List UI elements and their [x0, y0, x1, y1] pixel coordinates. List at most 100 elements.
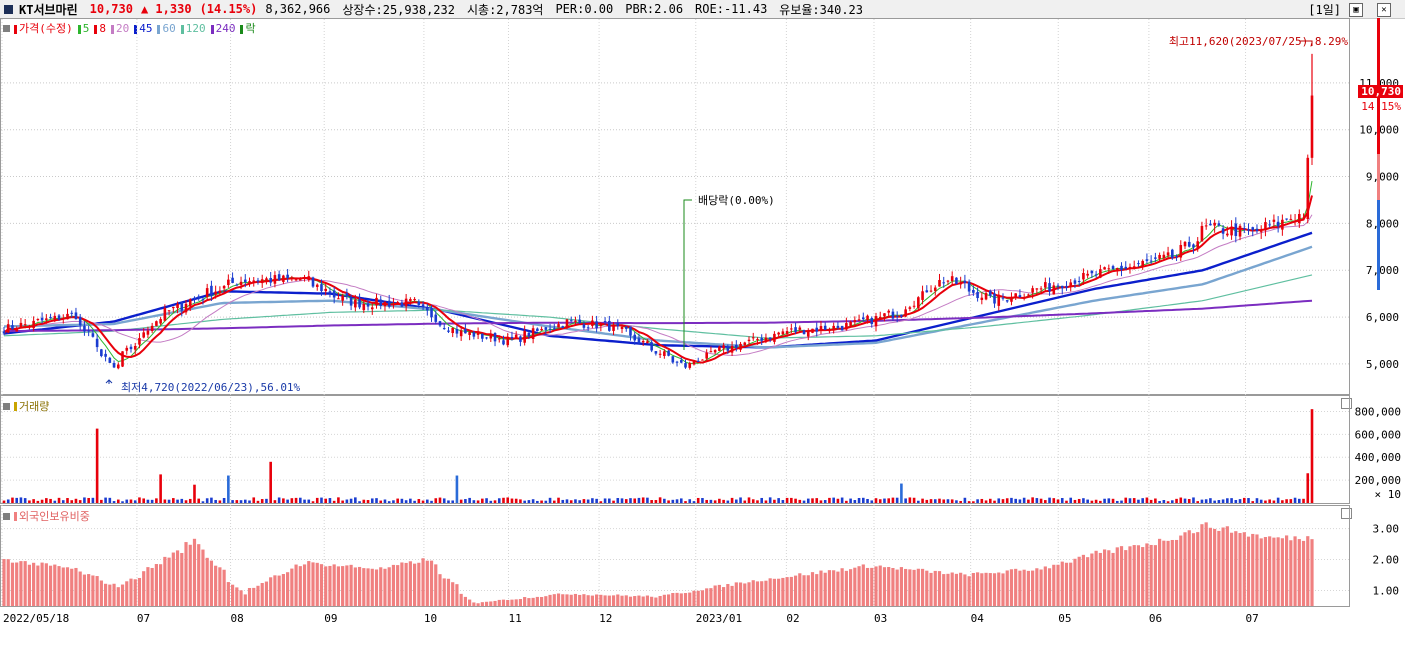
candle-body	[138, 338, 141, 345]
foreign-ratio-bar	[226, 582, 230, 606]
foreign-ratio-bar	[78, 571, 82, 606]
legend-item[interactable]: 8	[94, 22, 106, 35]
candle-body	[19, 322, 23, 328]
candle-body	[83, 325, 86, 332]
foreign-ratio-bar	[218, 567, 222, 606]
foreign-ratio-bar	[99, 580, 103, 606]
volume-bar	[730, 497, 734, 503]
foreign-ratio-bar	[1119, 546, 1124, 606]
volume-bar	[1048, 497, 1051, 503]
x-tick-label: 09	[324, 612, 337, 625]
foreign-ratio-bar	[683, 593, 688, 606]
foreign-ratio-bar	[1204, 522, 1208, 606]
foreign-ratio-bar	[679, 593, 683, 606]
foreign-ratio-bar	[984, 572, 988, 606]
foreign-ratio-bar	[662, 594, 666, 606]
volume-bar	[184, 500, 188, 503]
foreign-ratio-bar	[6, 559, 10, 606]
legend-item[interactable]: 락	[240, 22, 256, 35]
candle-body	[946, 280, 950, 282]
candle-body	[332, 290, 336, 298]
restore-icon[interactable]: ▣	[1349, 2, 1363, 17]
volume-bar	[1060, 498, 1064, 503]
volume-bar	[633, 498, 637, 503]
volume-bar	[1120, 500, 1123, 503]
candle-body	[1281, 219, 1284, 230]
legend-item[interactable]: 120	[180, 22, 206, 35]
candle-body	[929, 290, 933, 292]
candle-body	[341, 295, 344, 301]
candle-body	[802, 330, 806, 335]
foreign-ratio-bar	[1174, 539, 1179, 606]
foreign-ratio-bar	[307, 561, 311, 606]
panel-close-icon[interactable]	[1341, 508, 1352, 519]
volume-bar	[188, 498, 192, 503]
volume-bar	[307, 499, 311, 503]
foreign-ratio-bar	[319, 564, 324, 606]
legend-item[interactable]: 60	[157, 22, 176, 35]
candle-body	[159, 319, 162, 324]
legend-item[interactable]: 20	[110, 22, 129, 35]
panel-handle-icon[interactable]	[3, 24, 10, 32]
panel-handle-icon[interactable]	[3, 512, 10, 520]
pbr-readout: PBR:2.06	[625, 2, 684, 16]
panel-handle-icon[interactable]	[3, 402, 10, 410]
foreign-ratio-bar	[878, 565, 882, 606]
foreign-ratio-bar	[1255, 534, 1259, 606]
volume-bar	[1035, 498, 1039, 503]
volume-bar	[286, 499, 289, 503]
candle-body	[362, 303, 366, 311]
foreign-ratio-bar	[201, 549, 205, 606]
volume-bar	[11, 497, 14, 503]
volume-bar	[1090, 500, 1094, 503]
foreign-ratio-bar	[315, 562, 319, 606]
foreign-ratio-bar	[44, 563, 48, 606]
volume-bar	[599, 501, 603, 503]
volume-bar	[946, 499, 950, 503]
candle-body	[45, 318, 48, 320]
volume-bar	[586, 499, 590, 503]
candle-body	[849, 321, 852, 326]
foreign-ratio-bar	[1310, 539, 1314, 606]
candle-body	[955, 277, 958, 284]
candle-body	[1099, 269, 1102, 278]
candle-body	[396, 302, 399, 304]
foreign-ratio-bar	[91, 575, 95, 606]
panel-close-icon[interactable]	[1341, 398, 1352, 409]
candle-body	[447, 330, 450, 332]
candle-body	[747, 339, 751, 342]
volume-bar	[19, 497, 23, 503]
foreign-ratio-bar	[1280, 538, 1284, 606]
volume-legend-label: 거래량	[19, 400, 50, 413]
period-selector[interactable]: [1일]	[1308, 3, 1341, 17]
candle-body	[1073, 280, 1077, 284]
candle-body	[760, 338, 764, 341]
candle-body	[11, 325, 14, 330]
volume-bar	[773, 499, 776, 503]
foreign-ratio-bar	[692, 590, 696, 606]
legend-item[interactable]: 가격(수정)	[14, 22, 73, 35]
close-icon[interactable]: ✕	[1377, 2, 1391, 17]
volume-bar	[1154, 498, 1157, 503]
candle-body	[286, 274, 289, 279]
market-cap: 시총:2,783억	[466, 2, 544, 17]
candle-body	[1065, 285, 1068, 288]
legend-item[interactable]: 5	[77, 22, 89, 35]
last-price-label: 10,730	[1361, 85, 1401, 98]
volume-bar	[32, 499, 35, 503]
candle-body	[1162, 254, 1166, 259]
volume-bar	[337, 497, 340, 503]
foreign-ratio-bar	[709, 588, 713, 606]
legend-item[interactable]: 45	[134, 22, 152, 35]
volume-bar	[595, 498, 598, 503]
candle-body	[654, 351, 658, 354]
candle-body	[201, 299, 205, 301]
foreign-ratio-bar	[175, 550, 180, 606]
volume-bar	[624, 499, 628, 503]
volume-bar	[942, 499, 946, 503]
volume-bar	[1293, 497, 1297, 503]
volume-bar	[413, 500, 416, 503]
volume-bar	[1128, 498, 1132, 503]
candle-body	[476, 331, 480, 335]
